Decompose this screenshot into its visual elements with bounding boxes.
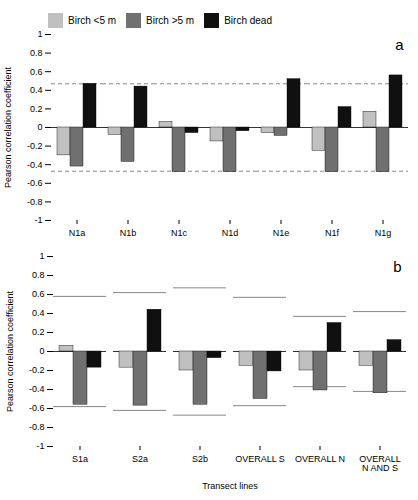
svg-text:N1f: N1f: [325, 228, 340, 238]
svg-text:-0.8: -0.8: [27, 197, 43, 207]
svg-text:a: a: [395, 36, 404, 53]
svg-text:0: 0: [39, 346, 44, 356]
svg-text:N1g: N1g: [375, 228, 392, 238]
svg-text:S1a: S1a: [72, 454, 88, 464]
svg-text:-0.4: -0.4: [29, 384, 45, 394]
svg-text:1: 1: [37, 29, 42, 39]
svg-text:OVERALL S: OVERALL S: [235, 454, 285, 464]
html-text:Birch dead: Birch dead: [224, 15, 272, 26]
svg-text:-0.6: -0.6: [29, 403, 45, 413]
svg-text:N1a: N1a: [69, 228, 86, 238]
svg-text:0.6: 0.6: [32, 289, 45, 299]
svg-text:Transect lines: Transect lines: [202, 481, 258, 491]
svg-text:-0.2: -0.2: [29, 365, 45, 375]
html-text:Birch >5 m: Birch >5 m: [146, 15, 195, 26]
svg-text:0.6: 0.6: [30, 67, 43, 77]
html-text:Birch <5 m: Birch <5 m: [68, 15, 117, 26]
svg-text:-0.4: -0.4: [27, 160, 43, 170]
svg-text:-1: -1: [34, 215, 42, 225]
svg-text:0.4: 0.4: [30, 85, 43, 95]
svg-text:Pearson correlation coefficien: Pearson correlation coefficient: [3, 67, 13, 188]
svg-text:OVERALL N: OVERALL N: [295, 454, 345, 464]
svg-text:0.2: 0.2: [30, 104, 43, 114]
svg-text:S2a: S2a: [132, 454, 148, 464]
svg-text:0: 0: [37, 122, 42, 132]
svg-text:S2b: S2b: [192, 454, 208, 464]
svg-text:b: b: [393, 258, 401, 275]
svg-text:0.8: 0.8: [32, 270, 45, 280]
svg-text:1: 1: [39, 251, 44, 261]
svg-text:0.4: 0.4: [32, 308, 45, 318]
svg-text:-0.2: -0.2: [27, 141, 43, 151]
svg-text:-0.8: -0.8: [29, 422, 45, 432]
svg-text:N1b: N1b: [120, 228, 137, 238]
svg-text:N1d: N1d: [222, 228, 239, 238]
svg-text:Pearson correlation coefficien: Pearson correlation coefficient: [5, 291, 15, 412]
svg-text:0.8: 0.8: [30, 48, 43, 58]
svg-text:N1c: N1c: [171, 228, 188, 238]
svg-text:-0.6: -0.6: [27, 178, 43, 188]
svg-text:OVERALLN AND S: OVERALLN AND S: [359, 454, 401, 473]
svg-text:0.2: 0.2: [32, 327, 45, 337]
svg-text:N1e: N1e: [273, 228, 290, 238]
svg-text:-1: -1: [36, 441, 44, 451]
